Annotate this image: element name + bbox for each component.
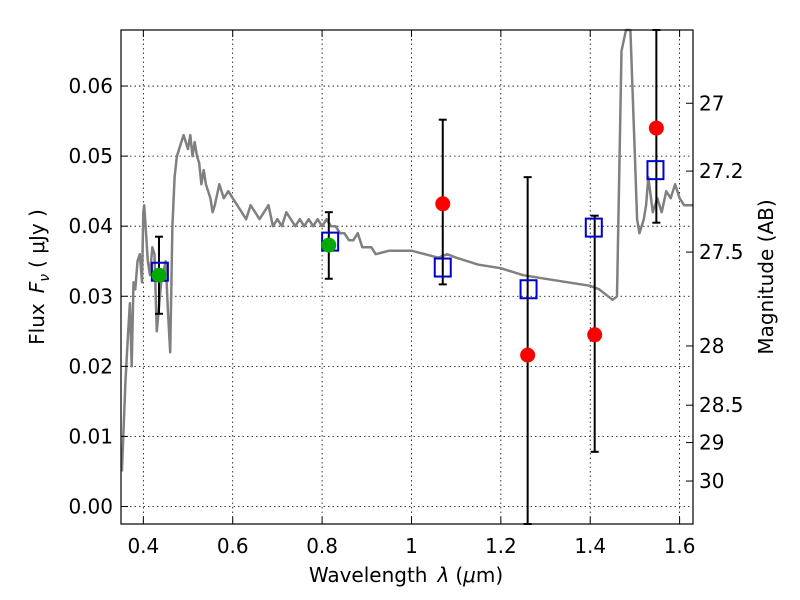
y2-tick-label: 27.2 [699,159,744,183]
data-point-layer [151,120,664,363]
x-axis-title-unit-mu: μ [462,563,476,587]
model-photometry-box [646,160,665,181]
x-axis-title-unit-rest: m) [476,563,503,587]
tick-layer [121,30,693,524]
model-photometry-box [519,279,538,300]
grid-lines [121,30,693,524]
model-box-layer [150,160,665,300]
x-tick-label: 1 [405,534,418,558]
y-axis-title-symbol: F [25,281,49,293]
y2-axis-title: Magnitude (AB) [754,199,778,354]
x-tick-label: 0.8 [306,534,338,558]
y-tick-label: 0.01 [68,424,113,448]
x-tick-label: 1.4 [574,534,606,558]
red-data-point [587,327,603,343]
model-spectrum-layer [120,28,693,472]
x-tick-label: 1.6 [664,534,696,558]
green-data-point [151,267,167,283]
green-data-point [321,237,337,253]
y-tick-label: 0.05 [68,144,113,168]
y2-tick-label: 29 [699,431,724,455]
y2-tick-label: 30 [699,469,724,493]
x-axis-title-symbol: λ [436,563,449,587]
y-tick-label: 0.02 [68,354,113,378]
x-axis-title-prefix: Wavelength [309,563,428,587]
model-spectrum-line [120,28,693,472]
errorbar-layer [154,29,661,525]
y2-tick-label: 28.5 [699,393,744,417]
y-tick-label: 0.03 [68,284,113,308]
y-axis-title: Flux Fν ( μJy ) [25,209,53,345]
x-tick-label: 0.4 [127,534,159,558]
model-photometry-box [433,257,452,278]
x-tick-label: 1.2 [485,534,517,558]
y2-tick-label: 28 [699,334,724,358]
x-axis-title-unit-open: ( [455,563,463,587]
red-data-point [520,347,536,363]
y-tick-label: 0.00 [68,494,113,518]
red-data-point [648,120,664,136]
red-data-point [435,196,451,212]
y-tick-label: 0.04 [68,214,113,238]
x-tick-label: 0.6 [217,534,249,558]
model-photometry-box [584,217,603,238]
x-axis-title: Wavelength λ (μm) [309,563,503,587]
y2-tick-label: 27 [699,91,724,115]
tick-label-layer: 0.4 0.6 0.8 1 1.2 1.4 1.6 0.00 0.01 0.02 0.03 0.04 0… [68,74,743,558]
y2-tick-label: 27.5 [699,240,744,264]
y-axis-title-unit: ( μJy ) [25,209,49,268]
plot-frame [120,29,694,525]
y-axis-title-prefix: Flux [25,303,49,345]
y-tick-label: 0.06 [68,74,113,98]
y-axis-title-subscript: ν [37,274,53,282]
